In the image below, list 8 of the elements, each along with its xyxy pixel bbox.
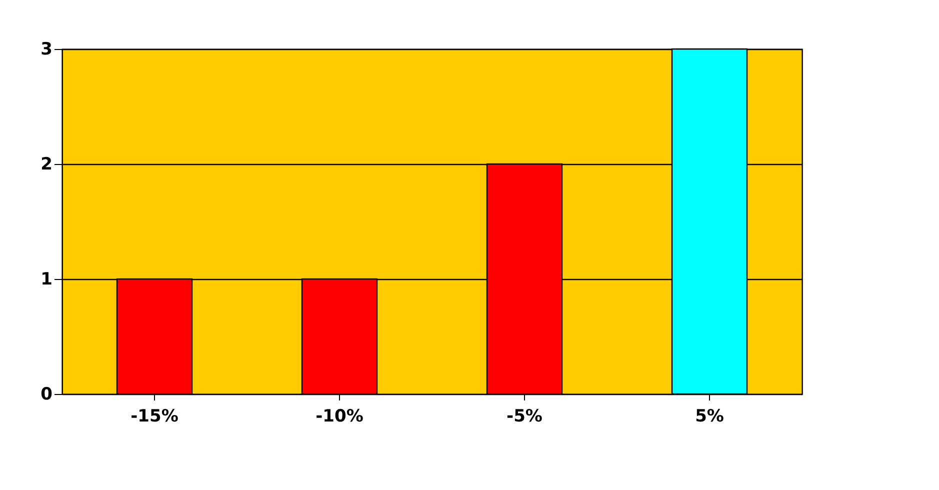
x-tick-label: -10% bbox=[316, 406, 364, 426]
y-tick-label: 1 bbox=[40, 270, 52, 290]
x-tick-label: -15% bbox=[130, 406, 178, 426]
y-tick-label: 0 bbox=[40, 384, 53, 404]
y-tick-label: 2 bbox=[40, 154, 52, 174]
y-tick-label: 3 bbox=[40, 40, 52, 60]
x-tick-label: -5% bbox=[506, 406, 542, 426]
x-tick-label: 5% bbox=[695, 406, 724, 426]
